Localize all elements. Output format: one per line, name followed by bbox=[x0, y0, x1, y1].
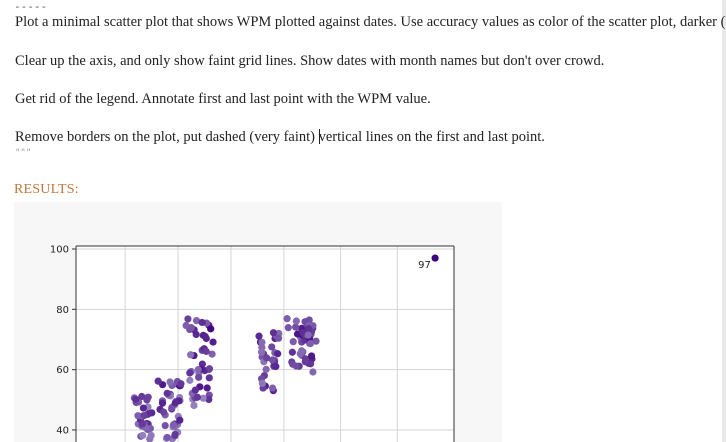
scatter-point bbox=[169, 421, 178, 429]
scatter-point bbox=[161, 421, 169, 430]
scatter-point bbox=[140, 412, 148, 420]
scatter-point bbox=[255, 332, 263, 340]
y-tick-label: 40 bbox=[56, 425, 69, 436]
scatter-point bbox=[307, 352, 316, 360]
scatter-point bbox=[268, 343, 276, 351]
scatter-point bbox=[205, 395, 213, 404]
scatter-point bbox=[292, 323, 300, 331]
scatter-point bbox=[209, 338, 217, 346]
scatter-point bbox=[288, 348, 296, 356]
scrollbar[interactable] bbox=[722, 0, 726, 442]
scatter-point bbox=[186, 376, 194, 384]
scatter-point bbox=[186, 351, 195, 359]
results-label: RESULTS: bbox=[14, 182, 79, 197]
scatter-point bbox=[205, 365, 214, 373]
scatter-point bbox=[284, 324, 292, 332]
scatter-point bbox=[139, 431, 147, 440]
last-point bbox=[431, 254, 439, 262]
scatter-point bbox=[272, 362, 280, 371]
scatter-point bbox=[166, 378, 174, 386]
scatter-point bbox=[176, 416, 184, 424]
scatter-point bbox=[158, 399, 167, 407]
scatter-point bbox=[139, 404, 148, 412]
prompt-line-3: Get rid of the legend. Annotate first an… bbox=[15, 91, 431, 107]
scatter-plot: 40 60 80 100 97 bbox=[50, 245, 455, 442]
text-cursor bbox=[318, 129, 320, 144]
prompt-line-4-start: Remove borders on the plot, put dashed (… bbox=[15, 129, 319, 145]
scatter-point bbox=[274, 334, 283, 342]
scatter-point bbox=[177, 380, 185, 388]
prompt-line-4-end: vertical lines on the first and last poi… bbox=[318, 129, 545, 145]
scatter-point bbox=[198, 318, 206, 327]
scatter-point bbox=[160, 408, 168, 416]
scatter-point bbox=[190, 401, 198, 410]
scatter-point bbox=[306, 340, 315, 348]
scatter-point bbox=[269, 329, 278, 337]
scatter-point bbox=[186, 369, 194, 377]
scatter-point bbox=[268, 356, 277, 364]
scatter-point bbox=[138, 392, 146, 401]
scatter-point bbox=[171, 430, 179, 439]
scatter-point bbox=[208, 350, 216, 358]
scatter-point bbox=[163, 389, 171, 397]
scatter-point bbox=[268, 384, 277, 392]
scatter-point bbox=[301, 358, 309, 366]
scatter-point bbox=[289, 338, 297, 346]
scatter-point bbox=[193, 393, 202, 401]
scatter-point bbox=[192, 330, 200, 339]
scatter-point bbox=[258, 338, 266, 346]
scatter-point bbox=[258, 379, 266, 387]
scatter-point bbox=[263, 354, 271, 362]
separator-line: ----- bbox=[14, 0, 48, 13]
scatter-point bbox=[138, 420, 146, 428]
last-point-annotation: 97 bbox=[418, 260, 431, 271]
scatter-point bbox=[154, 377, 162, 385]
y-tick-label: 60 bbox=[56, 365, 69, 376]
scatter-point bbox=[194, 365, 202, 374]
scatter-point bbox=[192, 317, 201, 325]
scatter-point bbox=[298, 347, 306, 355]
scatter-point bbox=[134, 412, 142, 420]
prompt-line-2: Clear up the axis, and only show faint g… bbox=[15, 53, 605, 69]
prompt-line-4: Remove borders on the plot, put dashed (… bbox=[15, 129, 545, 146]
scatter-point bbox=[205, 374, 213, 382]
scatter-point bbox=[283, 315, 291, 323]
plot-panel: 40 60 80 100 97 bbox=[14, 202, 502, 442]
scatter-point bbox=[191, 386, 199, 394]
scatter-point bbox=[309, 368, 317, 376]
scatter-point bbox=[202, 347, 210, 355]
scatter-point bbox=[207, 325, 215, 333]
scatter-point bbox=[147, 431, 155, 440]
scatter-point bbox=[184, 315, 192, 323]
scatter-point bbox=[132, 395, 140, 403]
scatter-point bbox=[292, 317, 300, 325]
scatter-point bbox=[274, 350, 282, 358]
scatter-point bbox=[257, 348, 266, 356]
prompt-line-1: Plot a minimal scatter plot that shows W… bbox=[15, 14, 726, 30]
y-tick-label: 100 bbox=[50, 245, 69, 256]
scatter-point bbox=[203, 384, 211, 392]
scatter-point bbox=[163, 433, 171, 442]
scatter-point bbox=[202, 334, 210, 343]
scatter-point bbox=[292, 362, 300, 370]
scatter-point bbox=[304, 324, 313, 333]
scatter-point bbox=[195, 373, 203, 381]
scatter-point bbox=[171, 399, 180, 407]
scatter-point bbox=[143, 396, 151, 404]
scatter-point bbox=[187, 324, 195, 332]
scatter-point bbox=[304, 331, 312, 339]
scatter-point bbox=[199, 394, 207, 402]
scatter-point bbox=[262, 365, 270, 373]
scatter-point bbox=[312, 337, 320, 345]
scatter-point bbox=[293, 330, 302, 338]
y-tick-label: 80 bbox=[56, 305, 69, 316]
quote-marks: """ bbox=[15, 148, 32, 158]
